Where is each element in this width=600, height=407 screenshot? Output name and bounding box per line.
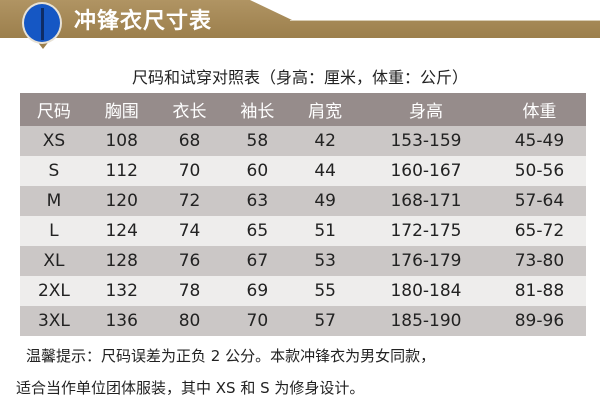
table-row: XS 108 68 58 42 153-159 45-49 xyxy=(20,126,586,156)
table-cell: 63 xyxy=(223,186,292,216)
table-row: 3XL 136 80 70 57 185-190 89-96 xyxy=(20,306,586,336)
table-cell: 112 xyxy=(87,156,156,186)
table-cell: 57-64 xyxy=(492,186,586,216)
table-cell: 68 xyxy=(155,126,224,156)
table-cell: 81-88 xyxy=(492,276,586,306)
table-cell: 72 xyxy=(155,186,224,216)
table-cell: 53 xyxy=(291,246,360,276)
table-cell: 60 xyxy=(223,156,292,186)
table-cell: 67 xyxy=(223,246,292,276)
table-cell: XL xyxy=(20,246,88,276)
table-cell: 128 xyxy=(87,246,156,276)
table-cell: 108 xyxy=(87,126,156,156)
table-row: L 124 74 65 51 172-175 65-72 xyxy=(20,216,586,246)
table-cell: 58 xyxy=(223,126,292,156)
table-subtitle: 尺码和试穿对照表（身高：厘米，体重：公斤） xyxy=(131,68,468,87)
table-cell: 50-56 xyxy=(492,156,586,186)
table-cell: 70 xyxy=(155,156,224,186)
column-header: 衣长 xyxy=(155,93,224,126)
jacket-icon xyxy=(22,2,62,44)
table-cell: 132 xyxy=(87,276,156,306)
table-cell: 120 xyxy=(87,186,156,216)
table-cell: 70 xyxy=(223,306,292,336)
banner-pointer xyxy=(36,40,50,49)
table-cell: 160-167 xyxy=(359,156,493,186)
table-cell: 73-80 xyxy=(492,246,586,276)
table-cell: 153-159 xyxy=(359,126,493,156)
table-cell: L xyxy=(20,216,88,246)
table-row: 2XL 132 78 69 55 180-184 81-88 xyxy=(20,276,586,306)
table-cell: 2XL xyxy=(20,276,88,306)
table-cell: 74 xyxy=(155,216,224,246)
table-cell: 69 xyxy=(223,276,292,306)
column-header: 胸围 xyxy=(87,93,156,126)
banner-decoration xyxy=(250,0,600,20)
banner-title: 冲锋衣尺寸表 xyxy=(74,8,213,34)
table-row: XL 128 76 67 53 176-179 73-80 xyxy=(20,246,586,276)
column-header: 体重 xyxy=(492,93,586,126)
table-cell: 78 xyxy=(155,276,224,306)
table-header-row: 尺码 胸围 衣长 袖长 肩宽 身高 体重 xyxy=(20,93,586,126)
table-cell: 51 xyxy=(291,216,360,246)
table-cell: 176-179 xyxy=(359,246,493,276)
table-cell: 89-96 xyxy=(492,306,586,336)
size-table: 尺码 胸围 衣长 袖长 肩宽 身高 体重 XS 108 68 58 42 153-159 45-49 S 1… xyxy=(20,93,586,336)
banner-divider xyxy=(290,20,600,21)
table-cell: S xyxy=(20,156,88,186)
column-header: 袖长 xyxy=(223,93,292,126)
note-line-2: 适合当作单位团体服装，其中 XS 和 S 为修身设计。 xyxy=(16,379,365,397)
table-cell: 80 xyxy=(155,306,224,336)
table-cell: M xyxy=(20,186,88,216)
table-cell: 3XL xyxy=(20,306,88,336)
table-cell: 124 xyxy=(87,216,156,246)
column-header: 尺码 xyxy=(20,93,88,126)
table-cell: 168-171 xyxy=(359,186,493,216)
table-cell: 172-175 xyxy=(359,216,493,246)
note-line-1: 温馨提示：尺码误差为正负 2 公分。本款冲锋衣为男女同款， xyxy=(26,347,436,365)
table-cell: 57 xyxy=(291,306,360,336)
table-cell: 180-184 xyxy=(359,276,493,306)
table-cell: 65 xyxy=(223,216,292,246)
table-cell: 136 xyxy=(87,306,156,336)
table-cell: 185-190 xyxy=(359,306,493,336)
table-cell: 45-49 xyxy=(492,126,586,156)
table-cell: XS xyxy=(20,126,88,156)
table-cell: 55 xyxy=(291,276,360,306)
table-row: M 120 72 63 49 168-171 57-64 xyxy=(20,186,586,216)
column-header: 身高 xyxy=(359,93,493,126)
table-cell: 49 xyxy=(291,186,360,216)
table-row: S 112 70 60 44 160-167 50-56 xyxy=(20,156,586,186)
table-cell: 42 xyxy=(291,126,360,156)
column-header: 肩宽 xyxy=(291,93,360,126)
table-cell: 44 xyxy=(291,156,360,186)
table-cell: 76 xyxy=(155,246,224,276)
table-cell: 65-72 xyxy=(492,216,586,246)
